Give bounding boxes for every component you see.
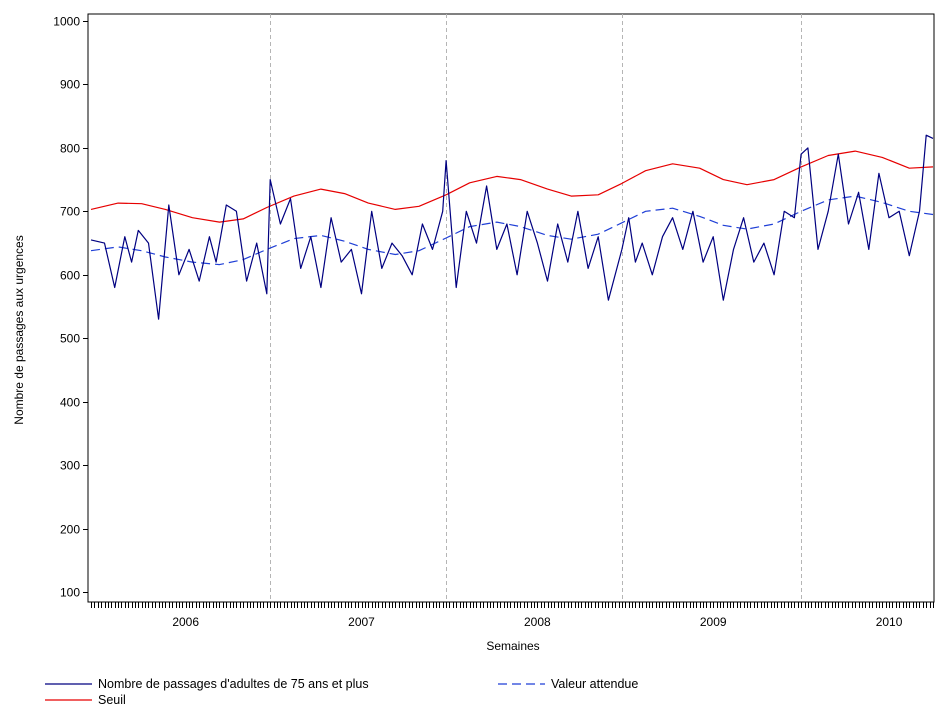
x-tick-label: 2007 xyxy=(348,615,375,629)
x-tick-label: 2010 xyxy=(876,615,903,629)
y-tick-label: 500 xyxy=(60,332,80,346)
y-tick-label: 100 xyxy=(60,586,80,600)
y-tick-label: 900 xyxy=(60,78,80,92)
x-axis-title: Semaines xyxy=(486,639,539,653)
legend-label-1: Valeur attendue xyxy=(551,677,638,691)
series-line-0 xyxy=(90,134,934,320)
y-tick-label: 600 xyxy=(60,269,80,283)
y-tick-label: 400 xyxy=(60,396,80,410)
y-axis-title: Nombre de passages aux urgences xyxy=(12,235,26,424)
y-tick-label: 700 xyxy=(60,205,80,219)
legend-label-2: Seuil xyxy=(98,693,126,707)
series-line-2 xyxy=(90,150,934,223)
plot-frame xyxy=(87,13,935,603)
y-tick-label: 800 xyxy=(60,142,80,156)
legend: Nombre de passages d'adultes de 75 ans e… xyxy=(45,677,638,707)
x-tick-label: 2008 xyxy=(524,615,551,629)
y-tick-label: 300 xyxy=(60,459,80,473)
series-line-1 xyxy=(90,195,934,266)
x-minor-ticks xyxy=(91,602,934,608)
y-tick-label: 1000 xyxy=(53,15,80,29)
x-tick-label: 2009 xyxy=(700,615,727,629)
x-tick-label: 2006 xyxy=(172,615,199,629)
y-tick-label: 200 xyxy=(60,523,80,537)
legend-label-0: Nombre de passages d'adultes de 75 ans e… xyxy=(98,677,369,691)
